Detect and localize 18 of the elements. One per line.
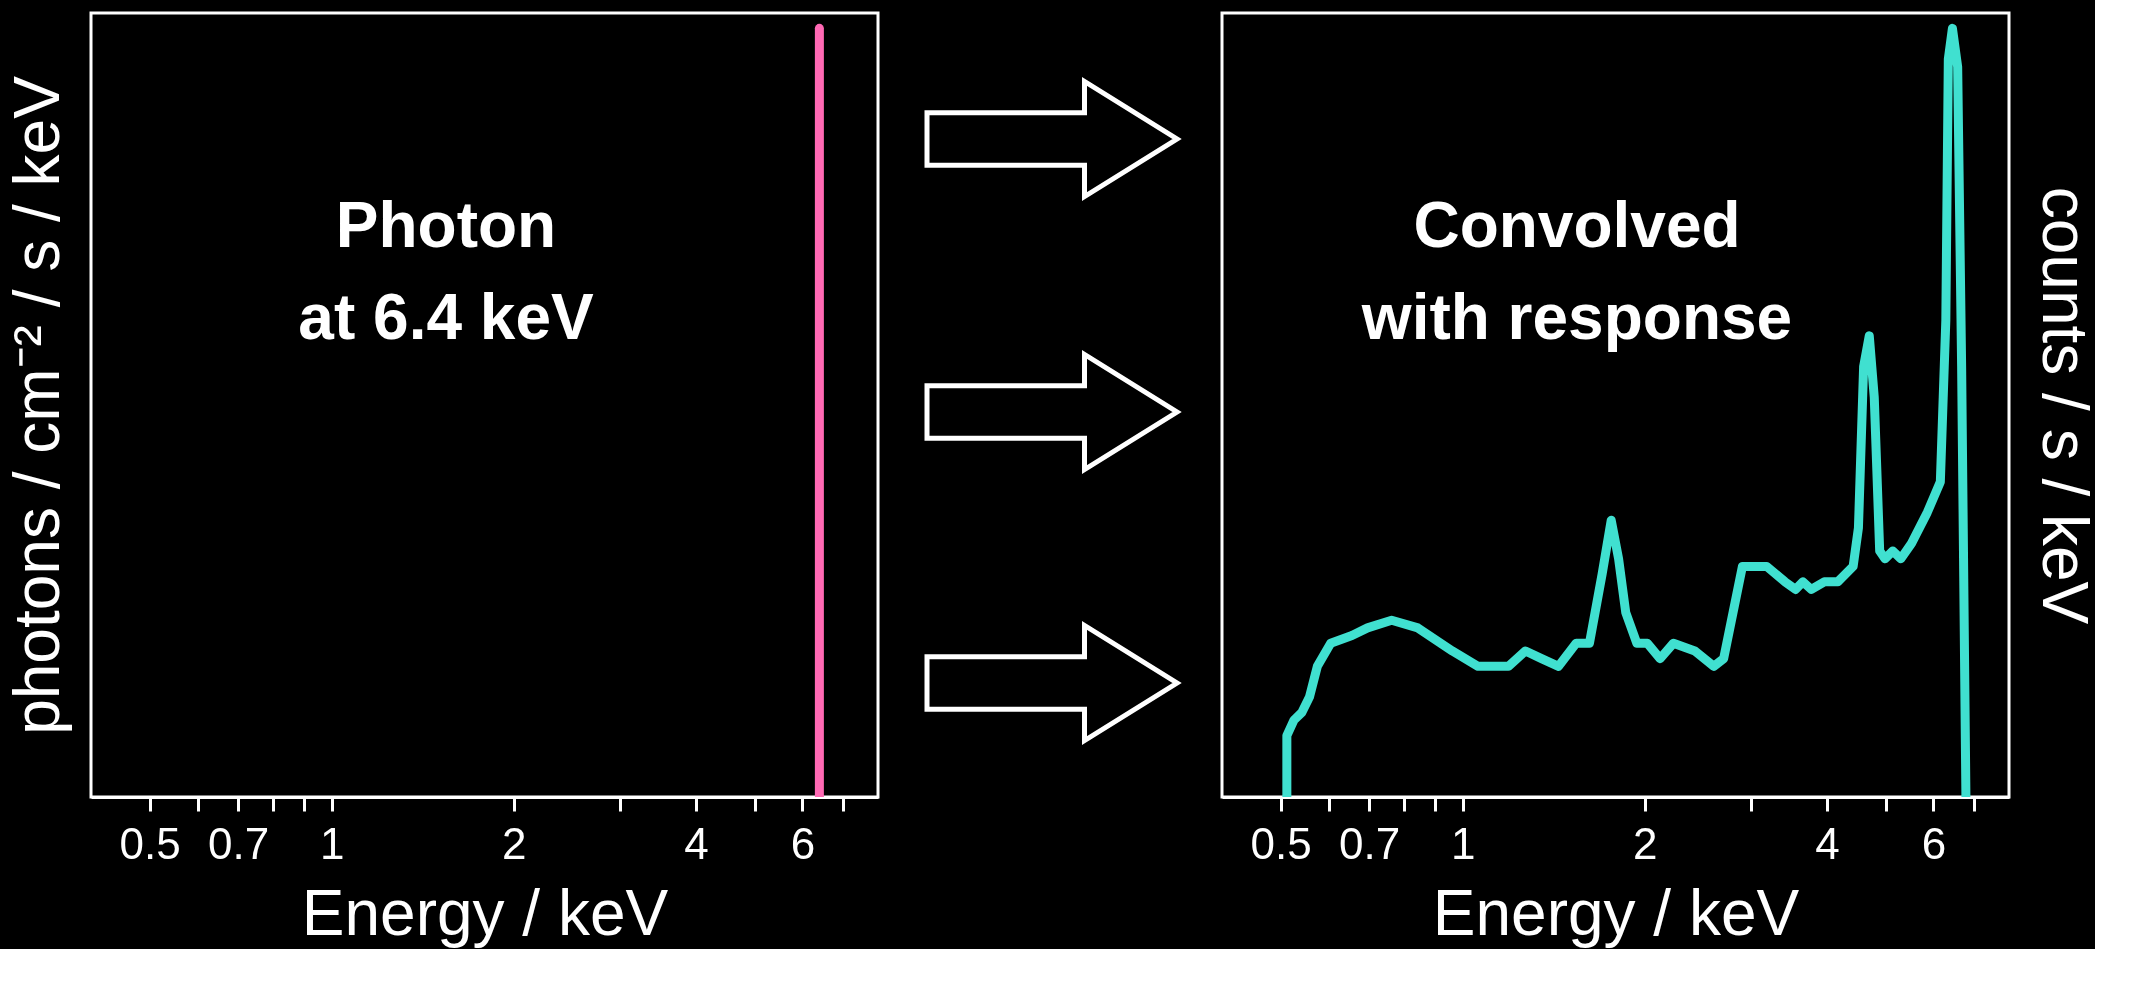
x-tick-label: 1 [1450, 818, 1476, 868]
y2-axis-title: counts / s / keV [2028, 186, 2101, 625]
text: Convolved with response [1360, 189, 1793, 353]
x-tick-label: 0.7 [207, 818, 270, 868]
x-axis-title: Energy / keV [301, 876, 669, 949]
x-tick-label: 6 [790, 818, 816, 868]
x-tick-label: 4 [684, 818, 709, 868]
x-tick-label: 0.5 [1250, 818, 1312, 868]
x-tick-label: 0.7 [1338, 818, 1401, 868]
x-tick-label: 2 [1633, 818, 1658, 868]
y-axis-title: photons / cm⁻² / s / keV [0, 75, 73, 735]
x-tick-label: 4 [1815, 818, 1840, 868]
x-tick-label: 0.5 [119, 818, 181, 868]
x-tick-label: 1 [319, 818, 345, 868]
text: Photon at 6.4 keV [298, 189, 594, 353]
x-axis-title: Energy / keV [1432, 876, 1800, 949]
x-tick-label: 2 [502, 818, 527, 868]
x-tick-label: 6 [1921, 818, 1947, 868]
